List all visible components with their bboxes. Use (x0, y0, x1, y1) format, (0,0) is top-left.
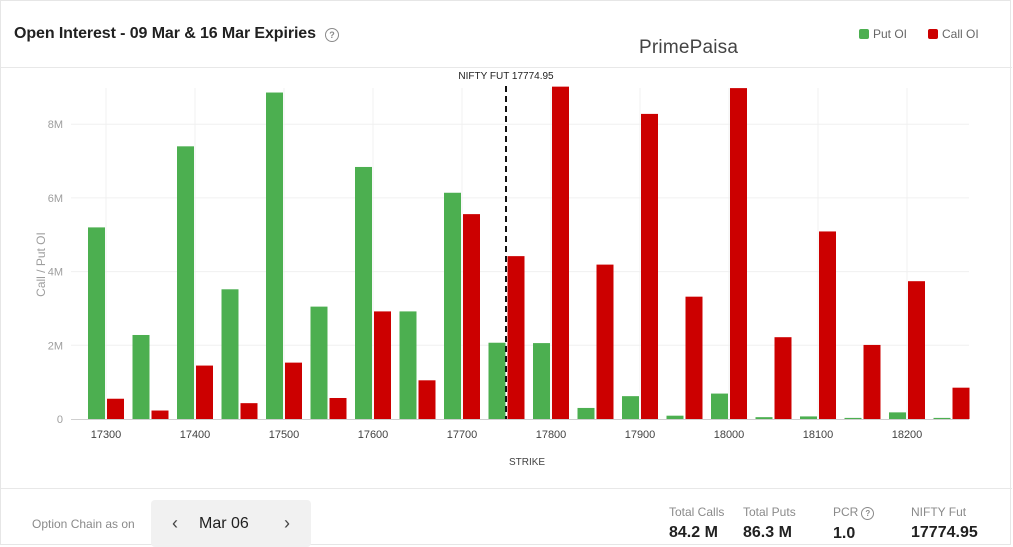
call-oi-bar[interactable] (952, 387, 970, 419)
open-interest-bar-chart: 0 2M 4M 6M 8M 17300 17400 17500 17600 17700 17800 1… (34, 71, 970, 468)
x-tick-label: 17300 (91, 429, 122, 441)
call-oi-bar[interactable] (685, 296, 703, 419)
stat-total-puts: Total Puts 86.3 M (743, 505, 796, 542)
call-oi-bar[interactable] (463, 214, 480, 419)
x-tick-label: 17900 (625, 429, 656, 441)
total-puts-value: 86.3 M (743, 524, 792, 541)
put-oi-bar[interactable] (266, 92, 283, 419)
total-calls-label: Total Calls (669, 505, 725, 519)
chart-title: Open Interest - 09 Mar & 16 Mar Expiries (14, 25, 316, 42)
nifty-fut-marker: NIFTY FUT 17774.95 (458, 71, 554, 419)
put-oi-bar[interactable] (355, 166, 372, 419)
call-oi-bar[interactable] (285, 362, 302, 419)
x-tick-label: 18200 (892, 429, 923, 441)
put-oi-bar[interactable] (310, 306, 328, 419)
legend-call-label: Call OI (942, 27, 979, 41)
call-oi-bar[interactable] (641, 113, 658, 420)
put-oi-bar[interactable] (577, 407, 595, 419)
legend-put-swatch (859, 29, 869, 39)
selected-date: Mar 06 (199, 515, 249, 532)
pcr-help-icon[interactable]: ? (861, 507, 875, 520)
stat-pcr: PCR? 1.0 (833, 505, 875, 543)
call-oi-bar[interactable] (151, 410, 169, 419)
y-tick-label: 2M (48, 340, 63, 352)
x-tick-label: 17400 (180, 429, 211, 441)
chevron-left-icon[interactable]: ‹ (172, 513, 178, 533)
option-chain-label: Option Chain as on (32, 517, 135, 531)
call-oi-bar[interactable] (730, 88, 747, 420)
call-oi-bar[interactable] (908, 281, 925, 419)
nifty-fut-value: 17774.95 (911, 524, 978, 541)
nifty-fut-marker-label: NIFTY FUT 17774.95 (458, 71, 554, 82)
pcr-label: PCR (833, 505, 859, 519)
brand-watermark: PrimePaisa (639, 37, 739, 58)
put-oi-bar[interactable] (711, 393, 728, 419)
x-tick-label: 17700 (447, 429, 478, 441)
call-oi-bar[interactable] (196, 365, 213, 419)
put-oi-bar[interactable] (221, 289, 239, 419)
chevron-right-icon[interactable]: › (284, 513, 290, 533)
call-oi-bar[interactable] (819, 231, 836, 419)
help-icon[interactable]: ? (325, 28, 339, 42)
nifty-fut-label: NIFTY Fut (911, 505, 967, 519)
x-tick-label: 18100 (803, 429, 834, 441)
x-tick-label: 17800 (536, 429, 567, 441)
put-oi-bar[interactable] (533, 343, 550, 419)
call-oi-bar[interactable] (329, 397, 347, 419)
call-oi-bar[interactable] (596, 264, 614, 419)
call-oi-bar[interactable] (863, 344, 881, 419)
call-oi-bar[interactable] (107, 398, 124, 419)
stat-total-calls: Total Calls 84.2 M (669, 505, 724, 542)
y-axis-title: Call / Put OI (34, 232, 48, 297)
call-oi-bar[interactable] (240, 403, 258, 419)
grid-lines (71, 88, 969, 419)
call-oi-bar[interactable] (507, 256, 525, 419)
pcr-value: 1.0 (833, 525, 856, 542)
put-oi-bar[interactable] (622, 396, 639, 419)
call-oi-bar[interactable] (418, 380, 436, 419)
legend-put-oi[interactable]: Put OI (859, 27, 907, 41)
put-oi-bar[interactable] (399, 311, 417, 419)
y-tick-label: 6M (48, 193, 63, 205)
put-oi-bar[interactable] (800, 416, 817, 419)
y-tick-label: 4M (48, 267, 63, 279)
put-oi-bar[interactable] (755, 417, 773, 419)
put-oi-bar[interactable] (666, 415, 684, 419)
legend-call-swatch (928, 29, 938, 39)
x-tick-label: 17500 (269, 429, 300, 441)
put-oi-bar[interactable] (177, 146, 194, 419)
put-oi-bar[interactable] (889, 412, 906, 419)
bars (88, 86, 970, 420)
chart-header: Open Interest - 09 Mar & 16 Mar Expiries… (1, 1, 1012, 68)
total-puts-label: Total Puts (743, 505, 796, 519)
stat-nifty-fut: NIFTY Fut 17774.95 (911, 505, 978, 542)
call-oi-bar[interactable] (774, 337, 792, 419)
y-tick-label: 0 (57, 414, 63, 426)
put-oi-bar[interactable] (132, 334, 150, 419)
put-oi-bar[interactable] (488, 342, 506, 419)
put-oi-bar[interactable] (88, 227, 105, 419)
put-oi-bar[interactable] (844, 417, 862, 419)
x-tick-label: 17600 (358, 429, 389, 441)
put-oi-bar[interactable] (933, 417, 951, 419)
call-oi-bar[interactable] (552, 86, 569, 420)
legend-put-label: Put OI (873, 27, 908, 41)
put-oi-bar[interactable] (444, 192, 461, 419)
y-tick-label: 8M (48, 119, 63, 131)
total-calls-value: 84.2 M (669, 524, 718, 541)
x-tick-label: 18000 (714, 429, 745, 441)
x-axis-title: STRIKE (509, 457, 545, 468)
call-oi-bar[interactable] (374, 311, 391, 419)
legend-call-oi[interactable]: Call OI (928, 27, 979, 41)
axes: 0 2M 4M 6M 8M 17300 17400 17500 17600 17700 17800 1… (34, 119, 969, 468)
date-selector: ‹ Mar 06 › (151, 500, 311, 547)
chart-footer: Option Chain as on ‹ Mar 06 › Total Call… (1, 488, 1012, 547)
